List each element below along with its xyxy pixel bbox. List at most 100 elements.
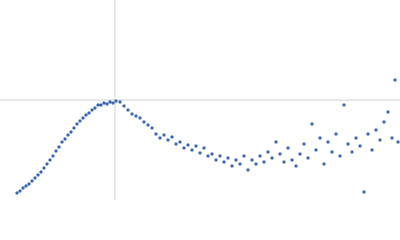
point	[354, 136, 358, 140]
point	[262, 160, 266, 164]
point	[346, 142, 350, 146]
point	[206, 154, 210, 158]
point	[118, 100, 122, 104]
point	[96, 103, 100, 107]
point	[24, 184, 28, 188]
point	[54, 149, 58, 153]
point	[350, 150, 354, 154]
point	[226, 156, 230, 160]
point	[134, 114, 138, 118]
point	[266, 150, 270, 154]
point	[84, 113, 88, 117]
point	[370, 148, 374, 152]
point	[170, 135, 174, 139]
point	[338, 154, 342, 158]
point	[18, 189, 22, 193]
point	[382, 120, 386, 124]
point	[178, 140, 182, 144]
point	[63, 137, 67, 141]
point	[202, 146, 206, 150]
point	[290, 158, 294, 162]
point	[258, 154, 262, 158]
point	[326, 140, 330, 144]
point	[282, 160, 286, 164]
point	[186, 143, 190, 147]
point	[182, 146, 186, 150]
point	[242, 154, 246, 158]
point	[393, 78, 397, 82]
point	[90, 108, 94, 112]
point	[142, 120, 146, 124]
point	[51, 154, 55, 158]
point	[274, 140, 278, 144]
point	[322, 162, 326, 166]
point	[36, 173, 40, 177]
point	[60, 140, 64, 144]
point	[330, 150, 334, 154]
point	[318, 136, 322, 140]
point	[254, 162, 258, 166]
point	[75, 122, 79, 126]
point	[314, 148, 318, 152]
point	[278, 152, 282, 156]
point	[105, 102, 109, 106]
point	[45, 162, 49, 166]
chart	[0, 0, 400, 200]
point	[102, 101, 106, 105]
point	[150, 126, 154, 130]
point	[114, 99, 118, 103]
point	[39, 170, 43, 174]
point	[42, 166, 46, 170]
point	[302, 142, 306, 146]
point	[69, 130, 73, 134]
point	[298, 152, 302, 156]
point	[87, 111, 91, 115]
point	[78, 119, 82, 123]
point	[30, 179, 34, 183]
point	[162, 133, 166, 137]
point	[57, 145, 61, 149]
point	[362, 190, 366, 194]
point	[21, 186, 25, 190]
point	[122, 104, 126, 108]
point	[99, 103, 103, 107]
point	[126, 108, 130, 112]
point	[190, 148, 194, 152]
point	[194, 144, 198, 148]
point	[158, 136, 162, 140]
point	[108, 100, 112, 104]
point	[250, 158, 254, 162]
point	[230, 164, 234, 168]
point	[246, 168, 250, 172]
point	[374, 128, 378, 132]
point	[66, 133, 70, 137]
point	[48, 158, 52, 162]
point	[286, 146, 290, 150]
point	[222, 160, 226, 164]
point	[27, 182, 31, 186]
point	[358, 144, 362, 148]
point	[210, 152, 214, 156]
point	[342, 103, 346, 107]
point	[81, 116, 85, 120]
point	[218, 154, 222, 158]
point	[111, 101, 115, 105]
point	[378, 138, 382, 142]
point	[270, 156, 274, 160]
point	[138, 116, 142, 120]
point	[306, 156, 310, 160]
point	[174, 142, 178, 146]
point	[294, 164, 298, 168]
point	[366, 132, 370, 136]
point	[154, 132, 158, 136]
point	[198, 151, 202, 155]
point	[33, 176, 37, 180]
point	[396, 140, 400, 144]
point	[334, 132, 338, 136]
point	[214, 158, 218, 162]
point	[310, 122, 314, 126]
point	[238, 162, 242, 166]
point	[130, 112, 134, 116]
point	[72, 126, 76, 130]
point	[15, 191, 19, 195]
